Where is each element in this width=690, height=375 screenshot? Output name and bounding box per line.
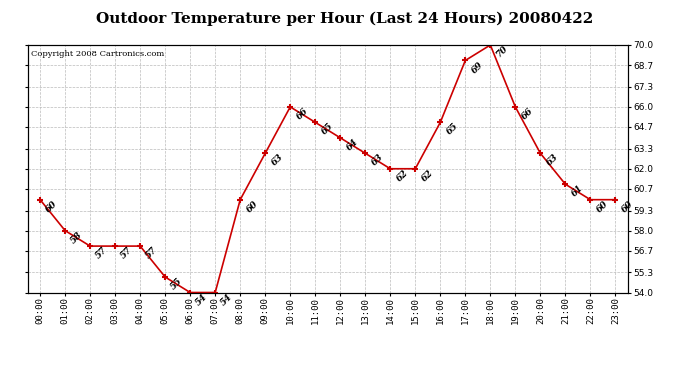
Text: 66: 66	[520, 106, 535, 122]
Text: 57: 57	[119, 245, 135, 261]
Text: 70: 70	[495, 44, 510, 60]
Text: 63: 63	[369, 153, 384, 168]
Text: 60: 60	[244, 199, 259, 214]
Text: 60: 60	[44, 199, 59, 214]
Text: Copyright 2008 Cartronics.com: Copyright 2008 Cartronics.com	[30, 50, 164, 58]
Text: 63: 63	[544, 153, 560, 168]
Text: 60: 60	[595, 199, 610, 214]
Text: 66: 66	[295, 106, 310, 122]
Text: 55: 55	[169, 276, 184, 291]
Text: 54: 54	[219, 292, 235, 307]
Text: Outdoor Temperature per Hour (Last 24 Hours) 20080422: Outdoor Temperature per Hour (Last 24 Ho…	[97, 11, 593, 26]
Text: 61: 61	[569, 183, 584, 199]
Text: 65: 65	[319, 122, 335, 137]
Text: 63: 63	[269, 153, 284, 168]
Text: 54: 54	[195, 292, 210, 307]
Text: 57: 57	[95, 245, 110, 261]
Text: 62: 62	[395, 168, 410, 183]
Text: 65: 65	[444, 122, 460, 137]
Text: 62: 62	[420, 168, 435, 183]
Text: 57: 57	[144, 245, 159, 261]
Text: 60: 60	[620, 199, 635, 214]
Text: 58: 58	[69, 230, 84, 245]
Text: 64: 64	[344, 137, 359, 152]
Text: 69: 69	[469, 60, 484, 75]
